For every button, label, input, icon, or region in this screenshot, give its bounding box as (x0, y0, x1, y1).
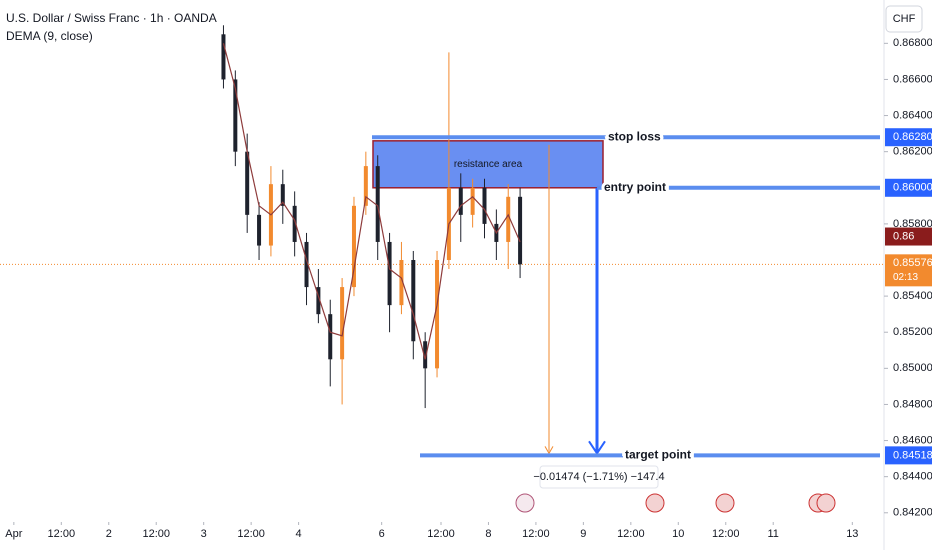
x-tick-label: 12:00 (522, 528, 550, 540)
y-tick-label: 0.84600 (893, 434, 932, 446)
y-tick-label: 0.86800 (893, 37, 932, 49)
x-tick-label: 13 (846, 528, 858, 540)
candle-body (245, 151, 250, 215)
level-label: target point (625, 448, 691, 462)
x-tick-label: 8 (485, 528, 491, 540)
x-tick-label: 2 (106, 528, 112, 540)
x-tick-label: 10 (672, 528, 684, 540)
candle-body (328, 314, 333, 360)
level-badge-label: 0.86000 (893, 182, 932, 194)
candle-body (423, 341, 428, 369)
x-tick-label: 12:00 (712, 528, 740, 540)
y-tick-label: 0.86200 (893, 146, 932, 158)
level-label: entry point (604, 180, 666, 194)
badge-box (885, 227, 932, 246)
candle-body (470, 187, 475, 215)
projection-head (544, 446, 554, 455)
candle-body (221, 34, 226, 80)
y-tick-label: 0.85200 (893, 326, 932, 338)
y-tick-label: 0.86600 (893, 73, 932, 85)
level-badge-label: 0.84518 (893, 449, 932, 461)
candle-body (411, 260, 416, 342)
candle-body (375, 166, 380, 242)
y-tick-label: 0.84800 (893, 398, 932, 410)
candle-body (340, 287, 345, 360)
x-tick-label: 4 (296, 528, 302, 540)
level-label: stop loss (608, 129, 661, 143)
candle-body (435, 260, 440, 369)
candle-body (518, 196, 523, 265)
x-tick-label: 12:00 (237, 528, 265, 540)
measure-label: −0.01474 (−1.71%) −147.4 (533, 471, 664, 483)
level-badge (885, 128, 932, 147)
level-badge (885, 446, 932, 465)
candle-body (280, 184, 285, 206)
y-tick-label: 0.85800 (893, 218, 932, 230)
y-tick-label: 0.86400 (893, 109, 932, 121)
candle-body (482, 187, 487, 224)
candle-body (304, 241, 309, 288)
x-tick-label: 12:00 (48, 528, 76, 540)
x-tick-label: Apr (5, 528, 22, 540)
price-countdown: 02:13 (893, 272, 918, 283)
candle-body (351, 205, 356, 288)
currency-box[interactable] (885, 5, 923, 33)
y-tick-label: 0.84200 (893, 507, 932, 519)
candle-body (387, 241, 392, 306)
currency[interactable]: CHF (893, 13, 916, 25)
indicator: DEMA (9, close) (6, 29, 93, 43)
x-tick-label: 12:00 (142, 528, 170, 540)
candle-body (233, 79, 238, 152)
x-tick-label: 11 (768, 528, 779, 540)
title: U.S. Dollar / Swiss Franc · 1h · OANDA (6, 11, 217, 25)
price-badge-label: 0.85576 (893, 257, 932, 269)
candle-body (257, 214, 262, 246)
level-badge-label: 0.86280 (893, 131, 932, 143)
y-tick-label: 0.85400 (893, 290, 932, 302)
x-tick-label: 9 (580, 528, 586, 540)
arrow-head (588, 440, 606, 456)
x-tick-label: 12:00 (617, 528, 645, 540)
measure-box (539, 465, 659, 489)
x-tick-label: 12:00 (427, 528, 455, 540)
candle-body (363, 166, 368, 206)
candle-body (399, 260, 404, 306)
badge-label: 0.86 (893, 230, 914, 242)
x-tick-label: 3 (201, 528, 207, 540)
resistance-label: resistance area (454, 159, 523, 170)
x-tick-label: 6 (379, 528, 385, 540)
y-tick-label: 0.85000 (893, 362, 932, 374)
dema-line (222, 43, 521, 360)
candle-body (458, 187, 463, 215)
y-tick-label: 0.84400 (893, 471, 932, 483)
candle-body (292, 205, 297, 242)
candle-body (506, 196, 511, 242)
event-icons (515, 493, 836, 513)
resistance-box (372, 140, 604, 189)
level-badge (885, 178, 932, 197)
price-badge (885, 254, 932, 287)
candle-body (316, 287, 321, 315)
